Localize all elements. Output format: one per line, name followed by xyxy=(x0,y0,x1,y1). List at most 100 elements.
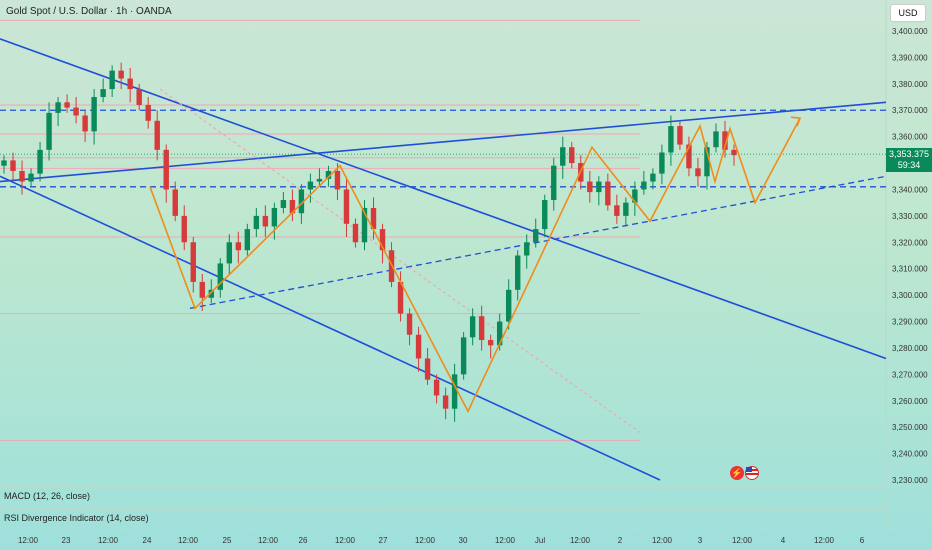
candle-body xyxy=(659,152,665,174)
y-tick-label: 3,260.000 xyxy=(892,397,928,406)
y-tick-label: 3,300.000 xyxy=(892,291,928,300)
y-tick-label: 3,230.000 xyxy=(892,476,928,485)
y-tick-label: 3,390.000 xyxy=(892,53,928,62)
x-tick-label: 3 xyxy=(698,536,703,545)
candle-body xyxy=(478,316,485,341)
candle-body xyxy=(641,181,647,190)
x-tick-label: 12:00 xyxy=(98,536,119,545)
candle-body xyxy=(596,181,602,193)
candle-body xyxy=(136,89,142,105)
x-tick-label: 30 xyxy=(459,536,468,545)
x-tick-label: 27 xyxy=(379,536,388,545)
candle-body xyxy=(469,316,476,338)
trend-line xyxy=(0,38,887,360)
candle-body xyxy=(515,255,521,290)
y-tick-label: 3,330.000 xyxy=(892,212,928,221)
candle-body xyxy=(1,160,7,166)
x-tick-label: 12:00 xyxy=(570,536,591,545)
candle-body xyxy=(587,181,593,193)
last-price-tag: 3,353.375 59:34 xyxy=(886,148,932,172)
candle-body xyxy=(542,200,548,230)
chart-title: Gold Spot / U.S. Dollar · 1h · OANDA xyxy=(6,6,172,17)
candle-body xyxy=(109,70,115,90)
candle-body xyxy=(569,147,575,164)
candle-body xyxy=(325,170,332,179)
candle-body xyxy=(298,189,305,214)
y-tick-label: 3,320.000 xyxy=(892,238,928,247)
candle-body xyxy=(442,395,449,409)
candle-body xyxy=(10,160,16,171)
x-tick-label: Jul xyxy=(535,536,545,545)
y-tick-label: 3,400.000 xyxy=(892,27,928,36)
x-tick-label: 12:00 xyxy=(495,536,516,545)
candle-body xyxy=(686,144,692,169)
y-tick-label: 3,280.000 xyxy=(892,344,928,353)
candle-body xyxy=(623,202,629,216)
candle-body xyxy=(433,379,440,396)
trend-line xyxy=(0,175,661,481)
pattern-zigzag xyxy=(149,117,801,414)
candle-body xyxy=(46,112,52,150)
macd-label: MACD (12, 26, close) xyxy=(4,491,91,501)
candle-body xyxy=(397,281,404,314)
candle-body xyxy=(605,181,611,206)
candle-body xyxy=(695,168,701,177)
candle-body xyxy=(127,78,133,90)
us-flag-event-icon[interactable] xyxy=(745,466,759,480)
candle-body xyxy=(713,131,719,148)
candle-body xyxy=(415,334,422,359)
candle-body xyxy=(406,313,413,335)
x-tick-label: 4 xyxy=(781,536,786,545)
x-tick-label: 12:00 xyxy=(258,536,279,545)
flash-event-icon[interactable]: ⚡ xyxy=(730,466,744,480)
last-price-value: 3,353.375 xyxy=(888,149,930,159)
candle-body xyxy=(37,149,43,174)
candle-body xyxy=(487,340,494,346)
rsi-pane[interactable]: RSI Divergence Indicator (14, close) xyxy=(0,508,886,529)
candle-body xyxy=(217,263,223,290)
candle-body xyxy=(244,229,251,251)
y-tick-label: 3,240.000 xyxy=(892,450,928,459)
candle-body xyxy=(505,289,512,322)
candle-body xyxy=(154,120,160,150)
bar-countdown: 59:34 xyxy=(897,160,921,170)
x-tick-label: 24 xyxy=(143,536,152,545)
x-tick-label: 23 xyxy=(62,536,71,545)
candle-body xyxy=(352,223,359,243)
x-tick-label: 12:00 xyxy=(732,536,753,545)
trend-line xyxy=(0,101,887,183)
macd-pane[interactable]: MACD (12, 26, close) xyxy=(0,486,886,507)
candle-body xyxy=(334,170,341,190)
y-tick-label: 3,360.000 xyxy=(892,133,928,142)
candle-body xyxy=(253,215,260,230)
candle-body xyxy=(163,149,169,190)
candle-body xyxy=(451,374,458,409)
y-tick-label: 3,370.000 xyxy=(892,106,928,115)
candle-body xyxy=(208,289,214,298)
y-tick-label: 3,250.000 xyxy=(892,423,928,432)
y-tick-label: 3,310.000 xyxy=(892,265,928,274)
candle-body xyxy=(533,229,539,243)
candle-body xyxy=(668,126,674,153)
x-tick-label: 12:00 xyxy=(178,536,199,545)
candle-body xyxy=(235,242,242,251)
x-tick-label: 12:00 xyxy=(652,536,673,545)
rsi-label: RSI Divergence Indicator (14, close) xyxy=(4,513,149,523)
currency-selector[interactable]: USD xyxy=(890,4,926,22)
candle-body xyxy=(280,200,287,208)
candle-body xyxy=(64,102,70,108)
projection-line xyxy=(159,88,641,433)
pattern-arrowhead xyxy=(790,116,802,127)
candle-body xyxy=(226,242,233,264)
candle-body xyxy=(100,89,106,98)
candle-body xyxy=(289,200,296,214)
y-tick-label: 3,270.000 xyxy=(892,370,928,379)
candle-body xyxy=(731,149,737,156)
candle-body xyxy=(199,281,205,298)
candle-body xyxy=(361,207,368,243)
candle-body xyxy=(632,189,638,203)
x-tick-label: 12:00 xyxy=(814,536,835,545)
candle-body xyxy=(118,70,124,79)
